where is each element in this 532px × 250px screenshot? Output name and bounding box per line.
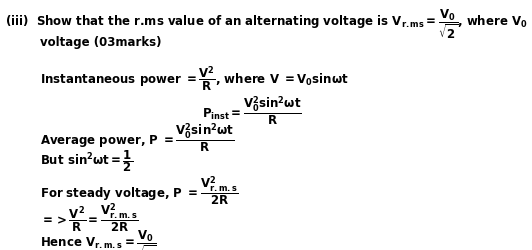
Text: $\mathbf{P_{inst} = \dfrac{V_0^2 sin^2\omega t}{R}}$: $\mathbf{P_{inst} = \dfrac{V_0^2 sin^2\o… (202, 94, 302, 126)
Text: voltage (03marks): voltage (03marks) (40, 36, 161, 49)
Text: $\mathbf{=>\dfrac{V^2}{R} = \dfrac{V_{r.m.s}^2}{2R}}$: $\mathbf{=>\dfrac{V^2}{R} = \dfrac{V_{r.… (40, 201, 138, 234)
Text: Hence $\mathbf{V_{r.m.s} = \dfrac{V_0}{\sqrt{2}}}$: Hence $\mathbf{V_{r.m.s} = \dfrac{V_0}{\… (40, 229, 156, 250)
Text: Average power, P $\mathbf{= \dfrac{V_0^2 sin^2\omega t}{R}}$: Average power, P $\mathbf{= \dfrac{V_0^2… (40, 121, 234, 154)
Text: Instantaneous power $\mathbf{=\dfrac{V^2}{R}}$, where V $\mathbf{= V_0 sin\omega: Instantaneous power $\mathbf{=\dfrac{V^2… (40, 65, 349, 94)
Text: For steady voltage, P $\mathbf{= \dfrac{V_{r.m.s}^2}{2R}}$: For steady voltage, P $\mathbf{= \dfrac{… (40, 174, 238, 206)
Text: But $\mathbf{sin^2\omega t = \dfrac{1}{2}}$: But $\mathbf{sin^2\omega t = \dfrac{1}{2… (40, 149, 133, 174)
Text: (iii)  Show that the r.ms value of an alternating voltage is $\mathbf{V_{r.ms}}\: (iii) Show that the r.ms value of an alt… (5, 8, 532, 41)
